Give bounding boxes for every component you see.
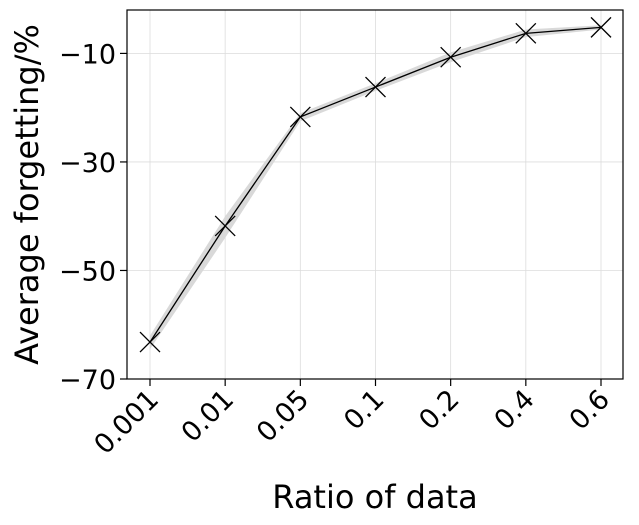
y-tick-label: −70 bbox=[59, 365, 116, 396]
x-ticks: 0.001 0.01 0.05 0.1 0.2 0.4 0.6 bbox=[88, 379, 616, 461]
x-tick-label: 0.1 bbox=[338, 384, 390, 436]
data-point-x-marker bbox=[440, 46, 462, 68]
x-axis-label: Ratio of data bbox=[272, 478, 477, 516]
data-point-x-marker bbox=[515, 22, 537, 44]
marker-layer bbox=[139, 16, 612, 353]
y-axis-label: Average forgetting/% bbox=[8, 24, 46, 365]
y-tick-label: −10 bbox=[59, 39, 116, 70]
x-tick-label: 0.4 bbox=[488, 384, 540, 436]
data-point-x-marker bbox=[139, 331, 161, 353]
x-tick-label: 0.6 bbox=[564, 384, 616, 436]
grid-lines bbox=[127, 10, 623, 380]
y-tick-label: −30 bbox=[59, 148, 116, 179]
confidence-band-layer bbox=[150, 25, 601, 350]
x-tick-label: 0.01 bbox=[176, 384, 240, 448]
x-tick-label: 0.05 bbox=[251, 384, 315, 448]
plot-frame bbox=[126, 9, 624, 380]
data-point-x-marker bbox=[590, 16, 612, 38]
confidence-band bbox=[150, 25, 601, 350]
y-tick-label: −50 bbox=[59, 256, 116, 287]
data-point-x-marker bbox=[365, 76, 386, 98]
x-tick-label: 0.2 bbox=[413, 384, 465, 436]
data-point-x-marker bbox=[214, 215, 236, 237]
data-point-x-marker bbox=[289, 106, 311, 128]
y-ticks: −70 −50 −30 −10 bbox=[59, 39, 127, 396]
